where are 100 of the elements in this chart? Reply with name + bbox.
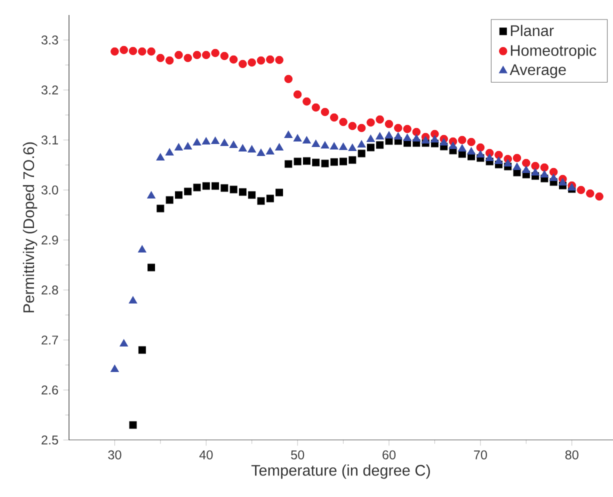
point: [384, 120, 394, 128]
point: [549, 174, 558, 182]
point: [166, 196, 174, 204]
point: [467, 147, 476, 155]
point: [128, 296, 138, 304]
point: [174, 191, 182, 199]
point: [540, 163, 549, 172]
y-tick-label: 2.6: [42, 386, 58, 394]
point: [156, 204, 164, 212]
point: [165, 56, 174, 65]
point: [238, 144, 247, 152]
point: [138, 346, 146, 354]
point: [284, 74, 293, 84]
point: [558, 178, 567, 186]
point: [394, 132, 402, 140]
point: [494, 150, 503, 160]
point: [376, 141, 384, 149]
point: [174, 143, 183, 151]
y-tick-label: 2.5: [42, 436, 58, 444]
x-tick-label: 40: [199, 450, 213, 460]
x-axis-title: Temperature (in degree C): [251, 464, 430, 479]
x-tick-label: 70: [474, 450, 487, 460]
point: [357, 140, 366, 148]
point: [348, 156, 356, 164]
point: [129, 421, 137, 429]
point: [494, 156, 503, 164]
point: [576, 186, 586, 194]
point: [412, 128, 421, 136]
point: [384, 131, 394, 139]
point: [302, 157, 310, 165]
point: [238, 188, 246, 196]
point: [174, 50, 183, 60]
point: [312, 103, 320, 112]
point: [458, 144, 466, 152]
point: [284, 160, 292, 168]
point: [348, 122, 357, 130]
y-tick-label: 3.1: [41, 136, 58, 144]
y-tick-label: 3.2: [41, 86, 58, 94]
point: [220, 138, 229, 146]
point: [147, 47, 156, 56]
point: [192, 138, 202, 146]
point: [340, 158, 348, 166]
point: [512, 162, 522, 170]
x-tick-label: 30: [108, 450, 122, 460]
point: [476, 143, 485, 152]
point: [385, 137, 393, 145]
point: [138, 47, 146, 56]
point: [339, 142, 348, 150]
point: [504, 159, 512, 167]
point: [513, 168, 521, 176]
point: [531, 168, 540, 176]
point: [549, 168, 558, 176]
point: [266, 147, 274, 155]
y-tick-label: 2.7: [42, 336, 58, 344]
point: [257, 197, 265, 205]
point: [366, 144, 374, 152]
point: [120, 339, 128, 347]
point: [128, 46, 138, 56]
point: [138, 245, 146, 253]
point: [595, 192, 604, 201]
point: [147, 191, 156, 199]
point: [394, 124, 402, 132]
point: [211, 136, 220, 144]
point: [110, 47, 119, 56]
point: [376, 115, 384, 124]
point: [294, 158, 302, 166]
point: [531, 162, 540, 170]
x-tick-label: 60: [382, 450, 396, 460]
point: [485, 154, 494, 162]
point: [256, 56, 266, 65]
y-axis-title: Permittivity (Doped 7O.6): [22, 142, 38, 312]
point: [148, 264, 156, 272]
point: [312, 158, 320, 166]
point: [256, 148, 266, 156]
point: [229, 55, 238, 64]
point: [220, 52, 229, 60]
point: [293, 134, 302, 142]
point: [229, 140, 238, 148]
x-tick-label: 80: [565, 450, 578, 460]
point: [293, 90, 302, 99]
point: [193, 184, 201, 192]
legend-label: Average: [510, 64, 566, 78]
point: [266, 194, 274, 202]
point: [202, 182, 210, 190]
point: [284, 130, 293, 138]
point: [330, 113, 338, 122]
point: [238, 60, 247, 68]
point: [184, 188, 192, 196]
point: [348, 144, 357, 152]
point: [248, 191, 256, 199]
point: [110, 364, 119, 372]
point: [165, 148, 174, 156]
point: [522, 158, 530, 168]
point: [467, 138, 476, 146]
point: [248, 58, 256, 67]
point: [211, 48, 220, 58]
point: [320, 141, 330, 149]
point: [302, 136, 311, 144]
point: [586, 189, 594, 198]
point: [321, 160, 329, 168]
